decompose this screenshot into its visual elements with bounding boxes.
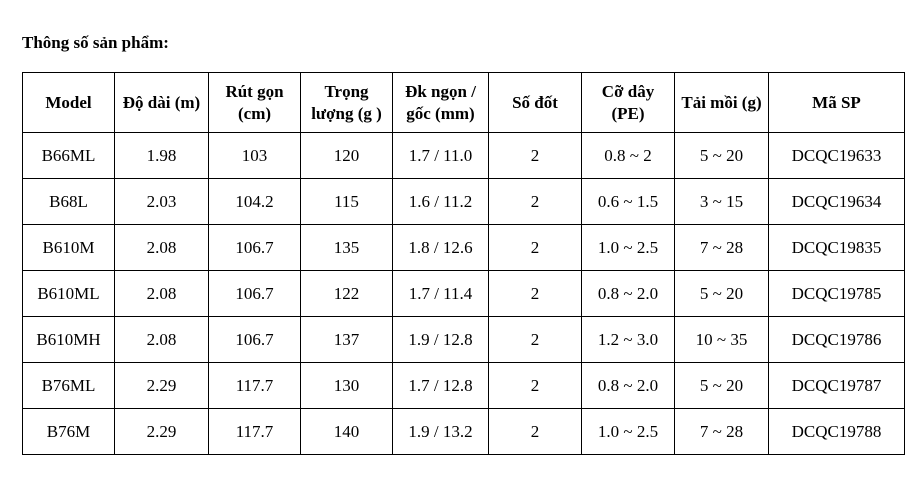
cell-line-size: 1.0 ~ 2.5 — [581, 408, 675, 455]
cell-product-code: DCQC19785 — [768, 270, 905, 317]
cell-weight: 115 — [300, 178, 393, 225]
cell-weight: 140 — [300, 408, 393, 455]
cell-product-code: DCQC19786 — [768, 316, 905, 363]
cell-line-size: 1.2 ~ 3.0 — [581, 316, 675, 363]
cell-closed-length: 106.7 — [208, 270, 301, 317]
cell-length: 2.29 — [114, 408, 209, 455]
cell-length: 2.03 — [114, 178, 209, 225]
cell-sections: 2 — [488, 362, 582, 409]
table-row: B76M 2.29 117.7 140 1.9 / 13.2 2 1.0 ~ 2… — [22, 408, 905, 455]
cell-sections: 2 — [488, 408, 582, 455]
cell-line-size: 0.8 ~ 2.0 — [581, 362, 675, 409]
table-row: B66ML 1.98 103 120 1.7 / 11.0 2 0.8 ~ 2 … — [22, 132, 905, 179]
header-sections: Số đốt — [488, 72, 582, 133]
product-spec-table: Model Độ dài (m) Rút gọn (cm) Trọng lượng … — [22, 72, 905, 455]
cell-model: B610MH — [22, 316, 115, 363]
cell-line-size: 0.8 ~ 2.0 — [581, 270, 675, 317]
cell-length: 2.08 — [114, 224, 209, 271]
cell-closed-length: 117.7 — [208, 362, 301, 409]
cell-model: B68L — [22, 178, 115, 225]
cell-length: 1.98 — [114, 132, 209, 179]
cell-sections: 2 — [488, 132, 582, 179]
cell-diameter: 1.6 / 11.2 — [392, 178, 489, 225]
cell-diameter: 1.9 / 12.8 — [392, 316, 489, 363]
cell-diameter: 1.7 / 12.8 — [392, 362, 489, 409]
cell-sections: 2 — [488, 178, 582, 225]
cell-sections: 2 — [488, 270, 582, 317]
cell-product-code: DCQC19835 — [768, 224, 905, 271]
cell-lure-weight: 10 ~ 35 — [674, 316, 769, 363]
cell-length: 2.08 — [114, 316, 209, 363]
cell-sections: 2 — [488, 316, 582, 363]
header-product-code: Mã SP — [768, 72, 905, 133]
cell-weight: 120 — [300, 132, 393, 179]
cell-line-size: 1.0 ~ 2.5 — [581, 224, 675, 271]
cell-diameter: 1.8 / 12.6 — [392, 224, 489, 271]
cell-closed-length: 103 — [208, 132, 301, 179]
cell-diameter: 1.7 / 11.4 — [392, 270, 489, 317]
page-heading: Thông số sản phẩm: — [22, 33, 169, 52]
cell-closed-length: 106.7 — [208, 316, 301, 363]
cell-product-code: DCQC19788 — [768, 408, 905, 455]
header-lure-weight: Tải mồi (g) — [674, 72, 769, 133]
cell-model: B66ML — [22, 132, 115, 179]
cell-sections: 2 — [488, 224, 582, 271]
cell-weight: 122 — [300, 270, 393, 317]
cell-weight: 137 — [300, 316, 393, 363]
cell-model: B76ML — [22, 362, 115, 409]
cell-lure-weight: 3 ~ 15 — [674, 178, 769, 225]
cell-product-code: DCQC19787 — [768, 362, 905, 409]
cell-closed-length: 104.2 — [208, 178, 301, 225]
table-row: B76ML 2.29 117.7 130 1.7 / 12.8 2 0.8 ~ … — [22, 362, 905, 409]
cell-length: 2.29 — [114, 362, 209, 409]
cell-length: 2.08 — [114, 270, 209, 317]
cell-lure-weight: 5 ~ 20 — [674, 132, 769, 179]
table-header-row: Model Độ dài (m) Rút gọn (cm) Trọng lượng … — [22, 72, 905, 133]
cell-diameter: 1.7 / 11.0 — [392, 132, 489, 179]
table-row: B610M 2.08 106.7 135 1.8 / 12.6 2 1.0 ~ … — [22, 224, 905, 271]
cell-line-size: 0.6 ~ 1.5 — [581, 178, 675, 225]
cell-lure-weight: 5 ~ 20 — [674, 362, 769, 409]
cell-model: B610M — [22, 224, 115, 271]
cell-weight: 135 — [300, 224, 393, 271]
cell-model: B76M — [22, 408, 115, 455]
cell-lure-weight: 7 ~ 28 — [674, 224, 769, 271]
cell-lure-weight: 5 ~ 20 — [674, 270, 769, 317]
header-diameter: Đk ngọn / gốc (mm) — [392, 72, 489, 133]
cell-product-code: DCQC19634 — [768, 178, 905, 225]
cell-closed-length: 117.7 — [208, 408, 301, 455]
cell-closed-length: 106.7 — [208, 224, 301, 271]
cell-diameter: 1.9 / 13.2 — [392, 408, 489, 455]
cell-model: B610ML — [22, 270, 115, 317]
header-weight: Trọng lượng (g ) — [300, 72, 393, 133]
cell-lure-weight: 7 ~ 28 — [674, 408, 769, 455]
table-row: B610ML 2.08 106.7 122 1.7 / 11.4 2 0.8 ~… — [22, 270, 905, 317]
cell-weight: 130 — [300, 362, 393, 409]
header-line-size: Cỡ dây (PE) — [581, 72, 675, 133]
table-row: B610MH 2.08 106.7 137 1.9 / 12.8 2 1.2 ~… — [22, 316, 905, 363]
cell-line-size: 0.8 ~ 2 — [581, 132, 675, 179]
cell-product-code: DCQC19633 — [768, 132, 905, 179]
table-row: B68L 2.03 104.2 115 1.6 / 11.2 2 0.6 ~ 1… — [22, 178, 905, 225]
header-model: Model — [22, 72, 115, 133]
header-length: Độ dài (m) — [114, 72, 209, 133]
header-closed-length: Rút gọn (cm) — [208, 72, 301, 133]
